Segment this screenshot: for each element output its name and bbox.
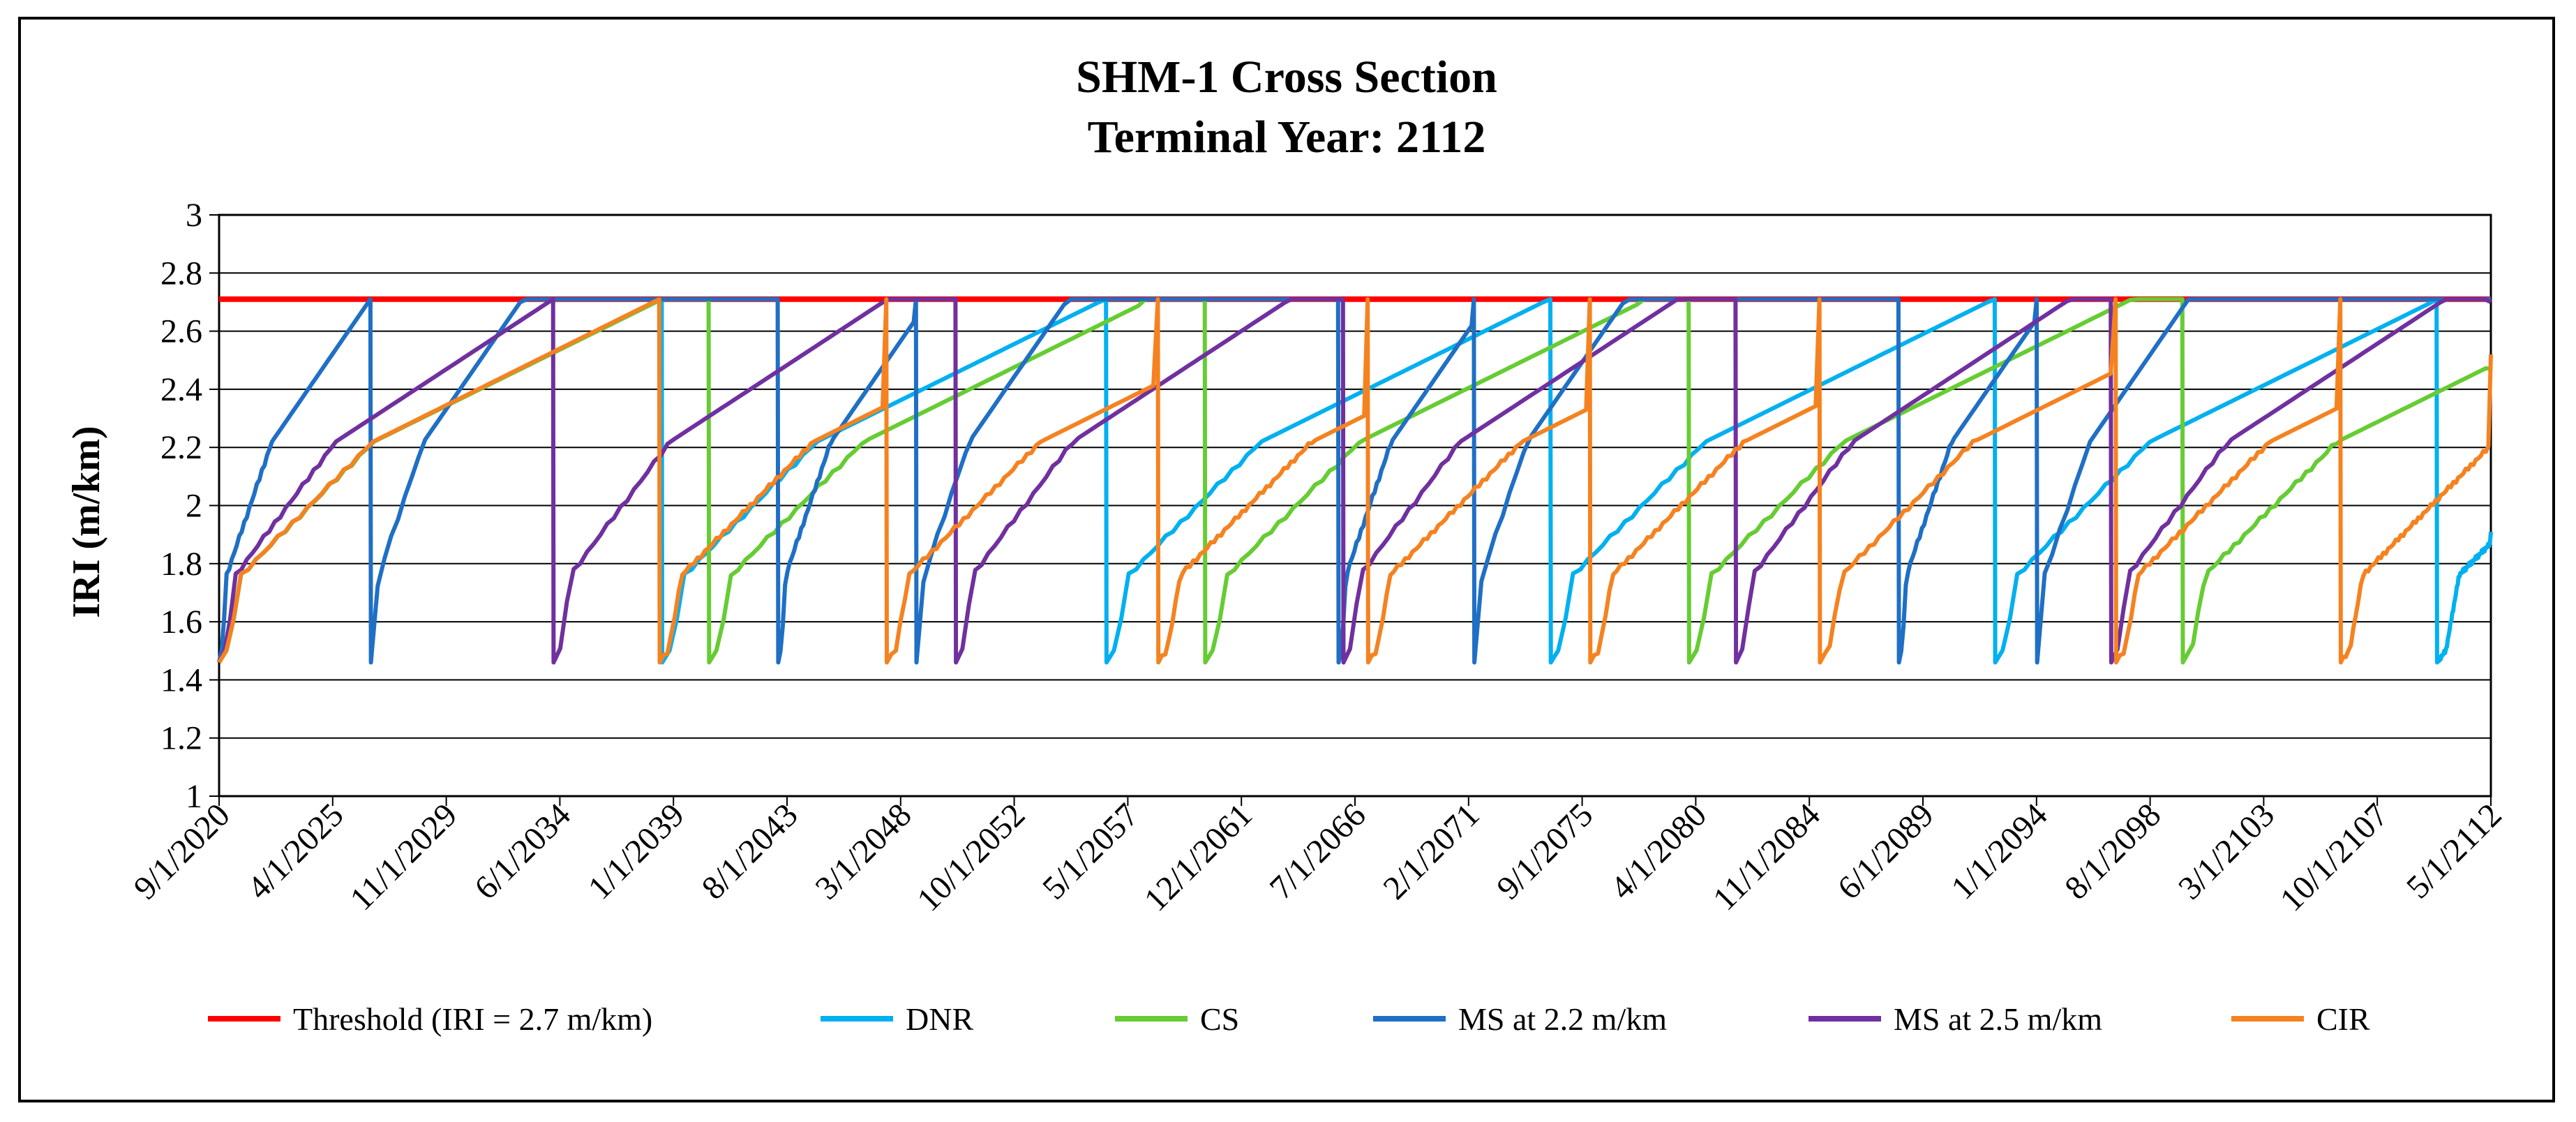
series-line-cir: [217, 297, 2493, 665]
x-tick-label: 10/1/2107: [2273, 796, 2395, 918]
x-tick-label: 9/1/2075: [1490, 796, 1600, 906]
legend-label-dnr: DNR: [906, 1001, 973, 1037]
y-tick-label: 2.6: [160, 313, 202, 350]
x-tick-label: 1/1/2094: [1944, 796, 2054, 906]
series-line-dnr: [217, 297, 2493, 665]
x-tick-label: 4/1/2080: [1603, 796, 1714, 906]
legend-label-cs: CS: [1200, 1001, 1239, 1037]
y-tick-label: 1.2: [160, 720, 202, 757]
series-line-ms-at-2-2-m-km: [217, 297, 2491, 665]
x-tick-label: 12/1/2061: [1137, 796, 1259, 918]
y-tick-label: 2: [186, 488, 202, 525]
legend-label-ms-at-2-2-m-km: MS at 2.2 m/km: [1458, 1001, 1667, 1037]
x-tick-label: 11/1/2084: [1706, 796, 1827, 918]
x-tick-label: 7/1/2066: [1263, 796, 1373, 906]
y-tick-label: 1.4: [160, 661, 202, 698]
legend-label-threshold-iri-2-7-m-km: Threshold (IRI = 2.7 m/km): [293, 1001, 652, 1037]
y-tick-label: 1: [186, 778, 202, 815]
chart-frame: SHM-1 Cross Section Terminal Year: 2112 …: [18, 17, 2555, 1102]
legend-label-ms-at-2-5-m-km: MS at 2.5 m/km: [1894, 1001, 2102, 1037]
x-tick-label: 2/1/2071: [1376, 796, 1486, 906]
x-tick-label: 5/1/2112: [2399, 796, 2509, 906]
x-tick-label: 6/1/2089: [1831, 796, 1941, 906]
y-axis-label: IRI (m/km): [65, 426, 108, 618]
y-tick-label: 2.8: [160, 255, 202, 292]
y-tick-label: 2.2: [160, 429, 202, 466]
legend: Threshold (IRI = 2.7 m/km) DNR CS MS at 2.2…: [208, 1001, 2370, 1037]
x-tick-label: 11/1/2029: [343, 796, 465, 918]
x-tick-label: 6/1/2034: [467, 796, 578, 906]
chart-svg: SHM-1 Cross Section Terminal Year: 2112 …: [65, 52, 2509, 1037]
x-tick-label: 4/1/2025: [240, 796, 350, 906]
x-tick-label: 5/1/2057: [1035, 796, 1146, 906]
y-tick-label: 2.4: [160, 371, 202, 408]
series-layer: [217, 296, 2493, 665]
x-tick-label: 10/1/2052: [910, 796, 1032, 918]
x-tick-label: 3/1/2103: [2171, 796, 2282, 906]
x-tick-label: 8/1/2098: [2058, 796, 2168, 906]
chart-title: SHM-1 Cross Section: [1076, 52, 1497, 103]
y-tick-label: 3: [186, 197, 202, 234]
y-tick-label: 1.8: [160, 546, 202, 583]
y-tick-label: 1.6: [160, 604, 202, 641]
x-tick-label: 8/1/2043: [695, 796, 805, 906]
legend-label-cir: CIR: [2316, 1001, 2370, 1037]
x-tick-label: 1/1/2039: [581, 796, 691, 906]
x-tick-label: 9/1/2020: [127, 796, 237, 906]
grid-layer: [218, 214, 2492, 798]
x-tick-label: 3/1/2048: [808, 796, 918, 906]
chart-subtitle: Terminal Year: 2112: [1088, 112, 1486, 163]
